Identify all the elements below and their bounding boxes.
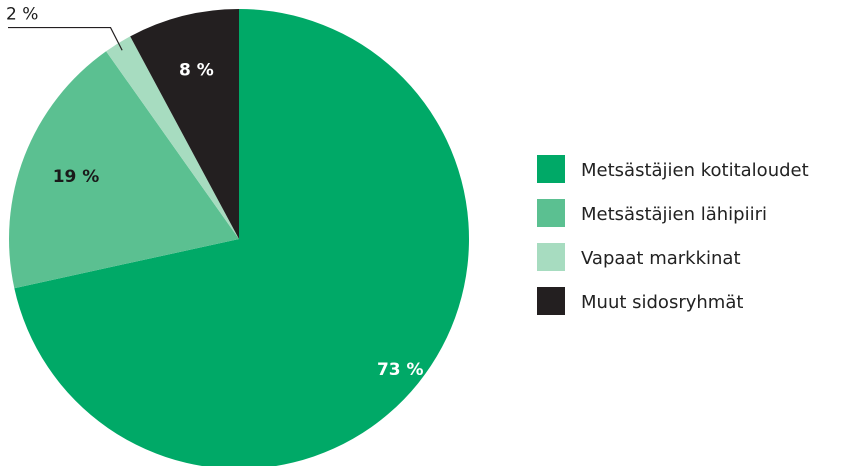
legend-swatch-metsastajien-kotitaloudet — [537, 155, 565, 183]
legend-swatch-vapaat-markkinat — [537, 243, 565, 271]
slice-labels: 73 % 19 % 2 % 8 % — [6, 5, 424, 380]
pie-slice-muut-sidosryhmat — [130, 9, 239, 239]
legend-label-muut-sidosryhmat: Muut sidosryhmät — [581, 292, 743, 313]
legend-label-metsastajien-kotitaloudet: Metsästäjien kotitaloudet — [581, 160, 809, 181]
slice-value-label: 2 % — [6, 5, 38, 25]
slice-value-label: 8 % — [179, 60, 214, 80]
legend-label-metsastajien-lahipiiri: Metsästäjien lähipiiri — [581, 204, 767, 225]
legend: Metsästäjien kotitaloudet Metsästäjien lä… — [537, 155, 809, 315]
legend-label-vapaat-markkinat: Vapaat markkinat — [581, 248, 741, 269]
pie-slice-metsastajien-lahipiiri — [9, 51, 240, 289]
leader-line — [8, 26, 123, 51]
slice-value-label: 19 % — [53, 167, 100, 187]
slice-value-label: 73 % — [377, 360, 424, 380]
pie-slice-metsastajien-kotitaloudet — [14, 9, 469, 466]
legend-swatch-metsastajien-lahipiiri — [537, 199, 565, 227]
legend-swatch-muut-sidosryhmat — [537, 287, 565, 315]
pie-slices — [9, 9, 469, 466]
pie-slice-vapaat-markkinat — [106, 36, 239, 240]
